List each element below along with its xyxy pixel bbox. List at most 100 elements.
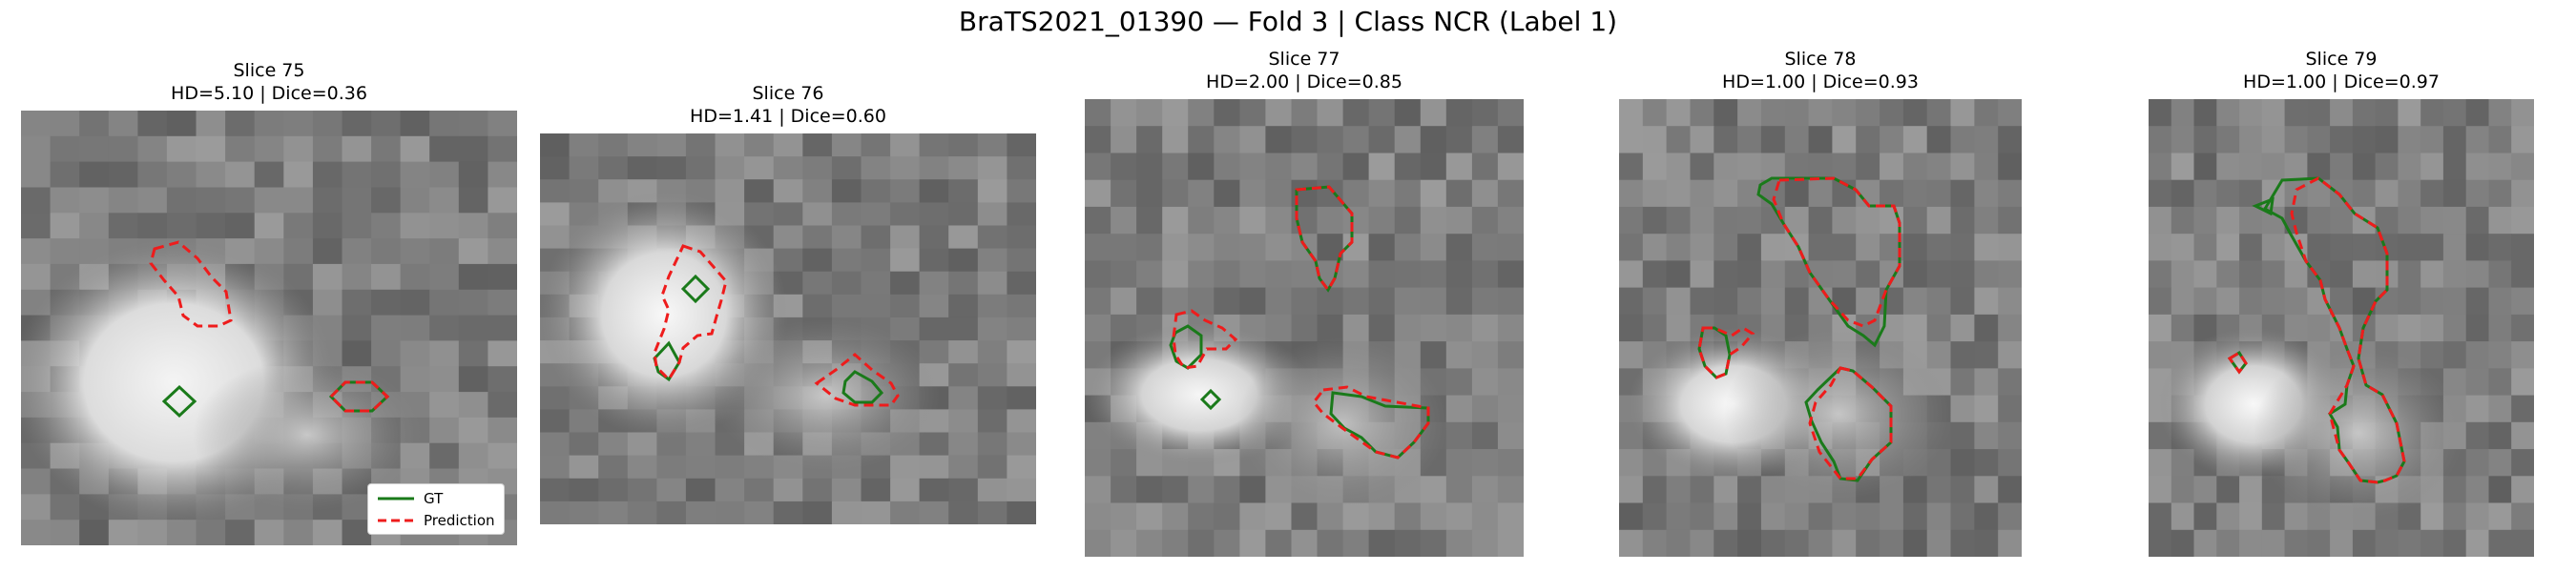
mri-pixel xyxy=(948,409,979,434)
mri-pixel xyxy=(2465,179,2490,208)
mri-pixel xyxy=(1394,314,1422,342)
mri-pixel xyxy=(1342,126,1370,153)
mri-pixel xyxy=(1784,126,1810,153)
mri-pixel xyxy=(1832,234,1857,261)
mri-pixel xyxy=(458,238,488,265)
mri-pixel xyxy=(1007,202,1036,227)
mri-pixel xyxy=(2261,234,2286,261)
mri-pixel xyxy=(1737,529,1762,557)
mri-pixel xyxy=(2239,179,2263,208)
mri-pixel xyxy=(1998,395,2022,423)
mri-pixel xyxy=(488,263,517,291)
mri-pixel xyxy=(2193,126,2217,153)
mri-pixel xyxy=(1162,287,1189,316)
mri-pixel xyxy=(2352,126,2377,153)
mri-pixel xyxy=(1085,314,1111,342)
mri-pixel xyxy=(948,202,979,227)
mri-pixel xyxy=(2193,260,2217,289)
mri-pixel xyxy=(1007,156,1036,180)
panel-2-pred-contour xyxy=(653,244,728,382)
mri-pixel xyxy=(1291,153,1319,181)
mri-pixel xyxy=(1998,368,2022,397)
mri-pixel xyxy=(744,202,775,227)
mri-pixel xyxy=(569,500,599,524)
mri-pixel xyxy=(1497,341,1524,369)
mri-pixel xyxy=(1902,529,1928,557)
mri-pixel xyxy=(1714,126,1738,153)
mri-pixel xyxy=(21,135,52,163)
mri-pixel xyxy=(400,366,430,393)
mri-pixel xyxy=(21,187,52,214)
mri-pixel xyxy=(108,187,138,214)
mri-pixel xyxy=(1950,126,1975,153)
mri-pixel xyxy=(1111,99,1137,127)
mri-pixel xyxy=(225,213,256,239)
mri-pixel xyxy=(21,263,52,291)
mri-pixel xyxy=(948,340,979,364)
mri-pixel xyxy=(861,202,891,227)
mri-pixel xyxy=(488,161,517,188)
mri-pixel xyxy=(2149,314,2172,342)
mri-pixel xyxy=(2352,234,2377,261)
mri-pixel xyxy=(2216,206,2240,235)
mri-pixel xyxy=(1188,153,1215,181)
mri-pixel xyxy=(1497,287,1524,316)
mri-pixel xyxy=(312,213,343,239)
mri-pixel xyxy=(2465,314,2490,342)
legend-item-gt: GT xyxy=(376,489,443,508)
mri-pixel xyxy=(802,179,833,203)
mri-pixel xyxy=(977,340,1008,364)
mri-pixel xyxy=(429,315,460,341)
mri-pixel xyxy=(1420,260,1447,289)
mri-pixel xyxy=(1394,287,1422,316)
mri-pixel xyxy=(1902,314,1928,342)
mri-pixel xyxy=(1880,502,1904,531)
mri-pixel xyxy=(1136,126,1163,153)
mri-pixel xyxy=(1737,260,1762,289)
mri-pixel xyxy=(2511,234,2534,261)
mri-pixel xyxy=(1974,449,1999,477)
mri-pixel xyxy=(488,442,517,470)
mri-pixel xyxy=(890,455,921,480)
mri-pixel xyxy=(1214,260,1240,289)
mri-pixel xyxy=(919,500,949,524)
mri-pixel xyxy=(948,455,979,480)
mri-pixel xyxy=(1998,421,2022,450)
mri-pixel xyxy=(1902,179,1928,208)
mri-pixel xyxy=(1856,153,1880,181)
mri-pixel xyxy=(488,111,517,137)
mri-pixel xyxy=(283,187,314,214)
mri-pixel xyxy=(977,225,1008,250)
mri-pixel xyxy=(1998,476,2022,504)
mri-pixel xyxy=(1342,179,1370,208)
mri-pixel xyxy=(1998,529,2022,557)
legend: GT Prediction xyxy=(367,483,505,535)
mri-pixel xyxy=(2261,529,2286,557)
mri-pixel xyxy=(861,156,891,180)
mri-pixel xyxy=(50,111,80,137)
mri-pixel xyxy=(1239,126,1267,153)
mri-pixel xyxy=(1619,153,1644,181)
mri-pixel xyxy=(1856,206,1880,235)
mri-pixel xyxy=(919,432,949,457)
mri-pixel xyxy=(371,315,402,341)
mri-pixel xyxy=(1368,529,1396,557)
mri-pixel xyxy=(2465,234,2490,261)
mri-pixel xyxy=(1007,386,1036,410)
mri-pixel xyxy=(342,213,372,239)
mri-pixel xyxy=(371,340,402,367)
mri-pixel xyxy=(1317,314,1344,342)
mri-pixel xyxy=(1188,126,1215,153)
mri-pixel xyxy=(1808,179,1833,208)
mri-pixel xyxy=(108,520,138,545)
mri-pixel xyxy=(1497,206,1524,235)
mri-pixel xyxy=(1085,476,1111,504)
mri-pixel xyxy=(2398,126,2421,153)
mri-pixel xyxy=(540,133,571,157)
mri-pixel xyxy=(2488,341,2512,369)
mri-pixel xyxy=(861,248,891,273)
mri-pixel xyxy=(2284,287,2308,316)
mri-pixel xyxy=(1998,126,2022,153)
mri-pixel xyxy=(627,156,657,180)
mri-pixel xyxy=(1950,260,1975,289)
